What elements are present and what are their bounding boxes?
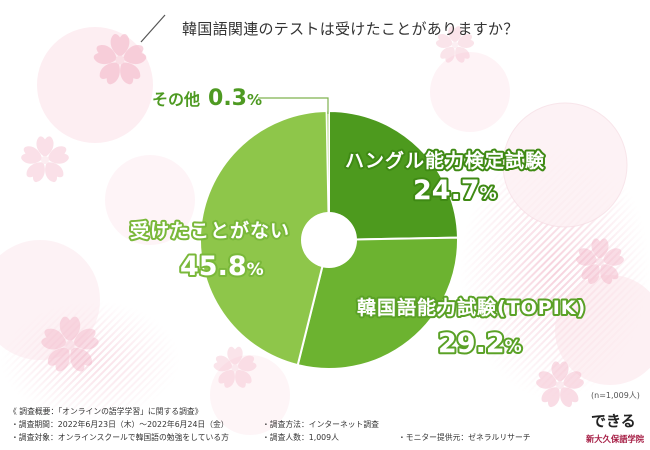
survey-heading: 《 調査概要：「オンラインの語学学習」に関する調査》 bbox=[9, 406, 203, 416]
category-label: その他 bbox=[152, 90, 200, 109]
brand-logo: できる 新大久保語学院 bbox=[586, 412, 645, 444]
survey-count: ・調査人数：1,009人 bbox=[262, 432, 339, 442]
blossom-decoration bbox=[20, 136, 70, 184]
pie-slice-0 bbox=[328, 110, 459, 241]
sample-size-note: (n=1,009人) bbox=[591, 391, 640, 400]
title-slash-decoration bbox=[140, 14, 166, 43]
pie-slice-2 bbox=[199, 110, 330, 367]
logo-mark: できる bbox=[591, 412, 636, 430]
data-label-unit: % bbox=[505, 337, 522, 357]
data-label-hangul-exam: 24.7% bbox=[413, 175, 497, 206]
survey-period: ・調査期間：2022年6月23日（木）〜2022年6月24日（金） bbox=[11, 419, 229, 429]
slice-label-other: その他 0.3% bbox=[152, 86, 262, 111]
survey-method: ・調査方法：インターネット調査 bbox=[262, 419, 379, 429]
data-label-value: 29.2 bbox=[438, 328, 505, 359]
data-label-value: 45.8 bbox=[180, 251, 247, 282]
pie-slices bbox=[199, 110, 459, 370]
survey-summary: 《 調査概要：「オンラインの語学学習」に関する調査》 ・調査期間：2022年6月… bbox=[9, 406, 531, 442]
donut-hole bbox=[301, 212, 357, 268]
slice-label-never-taken: 受けたことがない bbox=[130, 219, 290, 242]
data-label-topik: 29.2% bbox=[438, 328, 522, 359]
chart-title: 韓国語関連のテストは受けたことがありますか？ bbox=[182, 20, 519, 38]
bokeh-circle-decoration bbox=[430, 52, 510, 132]
leader-line bbox=[258, 97, 329, 114]
background-decoration bbox=[0, 26, 650, 435]
data-label-value: 24.7 bbox=[413, 175, 480, 206]
survey-target: ・調査対象：オンラインスクールで韓国語の勉強をしている方 bbox=[11, 432, 229, 442]
bokeh-circle-decoration bbox=[37, 27, 153, 143]
bokeh-circle-decoration bbox=[502, 102, 628, 228]
slice-label-hangul-exam: ハングル能力検定試験 bbox=[345, 149, 545, 172]
data-label-never-taken: 45.8% bbox=[180, 251, 264, 282]
slice-label-topik: 韓国語能力試験(TOPIK) bbox=[357, 296, 586, 319]
data-label-value: 0.3 bbox=[208, 86, 247, 111]
data-label-unit: % bbox=[247, 91, 262, 109]
bokeh-circle-decoration bbox=[105, 155, 195, 245]
data-label-unit: % bbox=[480, 184, 497, 204]
survey-provider: ・モニター提供元：ゼネラルリサーチ bbox=[398, 432, 531, 442]
data-label-unit: % bbox=[247, 260, 264, 280]
bokeh-circle-decoration bbox=[555, 275, 650, 385]
logo-name: 新大久保語学院 bbox=[586, 434, 645, 444]
pie-slice-1 bbox=[296, 236, 459, 370]
